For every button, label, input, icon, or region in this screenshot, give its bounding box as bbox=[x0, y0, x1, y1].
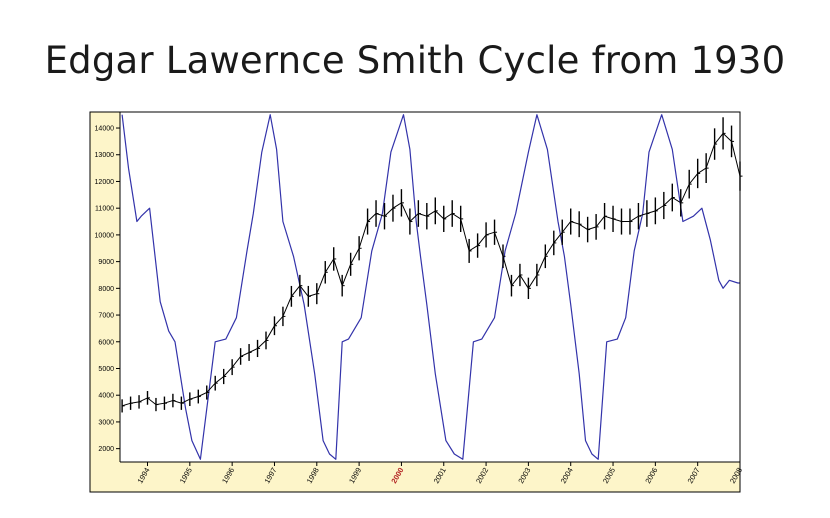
y-tick-label: 6000 bbox=[98, 339, 114, 346]
plot-area bbox=[120, 112, 740, 462]
y-tick-label: 5000 bbox=[98, 366, 114, 373]
chart-frame bbox=[89, 111, 741, 493]
y-tick-label: 10000 bbox=[95, 232, 115, 239]
y-tick-label: 3000 bbox=[98, 419, 114, 426]
slide-title: Edgar Lawernce Smith Cycle from 1930 bbox=[44, 38, 786, 82]
tick-strip-bottom bbox=[90, 462, 740, 492]
y-tick-label: 2000 bbox=[98, 446, 114, 453]
y-tick-label: 8000 bbox=[98, 286, 114, 293]
y-tick-label: 13000 bbox=[95, 152, 115, 159]
y-tick-label: 4000 bbox=[98, 393, 114, 400]
y-tick-label: 12000 bbox=[95, 179, 115, 186]
y-tick-label: 14000 bbox=[95, 126, 115, 133]
price-trace bbox=[121, 132, 741, 407]
series-cycle bbox=[121, 114, 740, 460]
tick-strip-left bbox=[90, 112, 120, 462]
y-tick-label: 9000 bbox=[98, 259, 114, 266]
y-tick-label: 11000 bbox=[95, 206, 114, 213]
y-tick-label: 7000 bbox=[98, 313, 114, 320]
cycle-line bbox=[121, 114, 740, 460]
y-axis: 2000 3000 4000 5000 6000 7000 8000 9000 10000 110… bbox=[95, 126, 120, 453]
